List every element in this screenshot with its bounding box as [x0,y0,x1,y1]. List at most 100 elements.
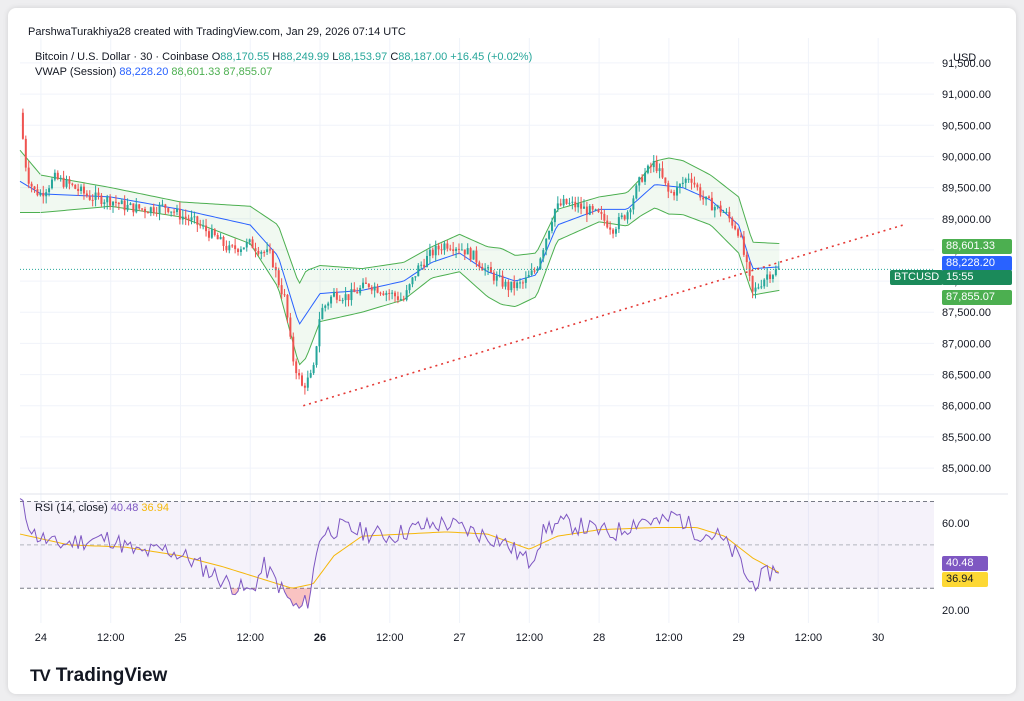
rsi-oversold-fill [232,588,239,595]
candle-body [766,274,769,280]
candle-body [94,192,97,200]
rsi-axis-tick-label: 20.00 [942,605,970,617]
candle-body [565,198,568,204]
tradingview-logo[interactable]: TV TradingView [30,665,167,687]
candle-body [539,258,542,269]
candle-body [527,274,530,278]
candle-body [399,298,402,300]
symbol-legend[interactable]: Bitcoin / U.S. Dollar · 30 · Coinbase O8… [35,51,532,63]
candle-body [760,286,763,288]
candle-body [751,275,754,292]
candle-body [318,319,321,347]
candle-body [603,213,606,221]
candle-body [548,230,551,239]
candle-body [757,287,760,289]
candle-body [344,294,347,301]
candle-body [411,277,414,285]
candle-body [312,365,315,374]
rsi-legend[interactable]: RSI (14, close) 40.48 36.94 [35,502,169,514]
currency-label[interactable]: USD [953,52,977,64]
ohlc-high: 88,249.99 [280,51,330,63]
x-axis-tick-label: 28 [593,632,605,644]
candle-body [606,220,609,228]
candle-body [693,182,696,185]
candle-body [763,279,766,287]
candle-body [123,200,126,211]
candle-body [754,287,757,292]
y-axis-tick-label: 87,000.00 [942,338,991,350]
candle-body [777,268,780,270]
candle-body [457,248,460,250]
candle-body [36,189,39,196]
vwap-legend[interactable]: VWAP (Session) 88,228.20 88,601.33 87,85… [35,66,272,78]
candle-body [190,217,193,221]
candle-body [210,229,213,238]
candle-body [341,300,344,302]
candle-body [519,282,522,284]
candle-body [440,249,443,251]
candle-body [266,249,269,253]
candle-body [516,282,519,289]
candle-body [591,206,594,210]
candle-body [600,212,603,214]
candle-body [501,275,504,287]
candle-body [359,287,362,294]
vwap-upper-price-tag: 88,601.33 [942,239,1012,254]
candle-body [737,229,740,236]
candle-body [699,187,702,198]
candle-body [396,296,399,300]
chart-canvas[interactable]: 91,500.00 91,000.00 90,500.00 90,000.00 89,5… [8,8,1016,694]
vwap-upper-band [599,157,739,198]
candle-body [88,195,91,200]
candle-body [315,346,318,366]
candle-body [417,265,420,277]
candle-body [367,283,370,288]
symbol-name: Bitcoin / U.S. Dollar · 30 · Coinbase [35,51,209,63]
y-axis-tick-label: 89,000.00 [942,214,991,226]
candle-body [239,249,242,252]
candle-body [463,249,466,255]
candle-body [405,290,408,300]
candle-body [678,184,681,188]
y-axis-tick-label: 86,000.00 [942,401,991,413]
y-axis-tick-label: 86,500.00 [942,370,991,382]
candle-body [443,243,446,251]
candle-body [39,192,42,196]
candle-body [42,192,45,197]
ohlc-low-label: L [332,51,339,63]
candle-body [254,248,257,251]
candle-body [269,249,272,251]
x-axis-tick-label: 12:00 [376,632,404,644]
ohlc-open: 88,170.55 [220,51,270,63]
candle-body [202,225,205,227]
candle-body [492,272,495,281]
candle-body [106,196,109,203]
candle-body [391,292,394,294]
candle-body [408,284,411,291]
candle-body [149,207,152,214]
candle-body [263,252,266,254]
candle-body [21,112,24,139]
candle-body [504,281,507,287]
y-axis-tick-label: 89,500.00 [942,183,991,195]
candle-body [321,307,324,320]
candle-body [173,211,176,213]
candle-body [330,296,333,304]
candle-body [545,238,548,251]
candle-body [498,275,501,277]
candle-body [568,202,571,204]
x-axis-tick-label: 29 [733,632,745,644]
candle-body [129,203,132,205]
candle-body [597,209,600,213]
candle-body [295,361,298,374]
candle-body [158,204,161,214]
candle-body [649,165,652,168]
candle-body [734,225,737,230]
y-axis-tick-label: 91,500.00 [942,58,991,70]
candle-body [431,249,434,256]
candle-body [205,225,208,232]
candle-body [510,281,513,291]
rsi-axis-tick-label: 60.00 [942,518,970,530]
candle-body [652,161,655,168]
candle-body [446,243,449,249]
